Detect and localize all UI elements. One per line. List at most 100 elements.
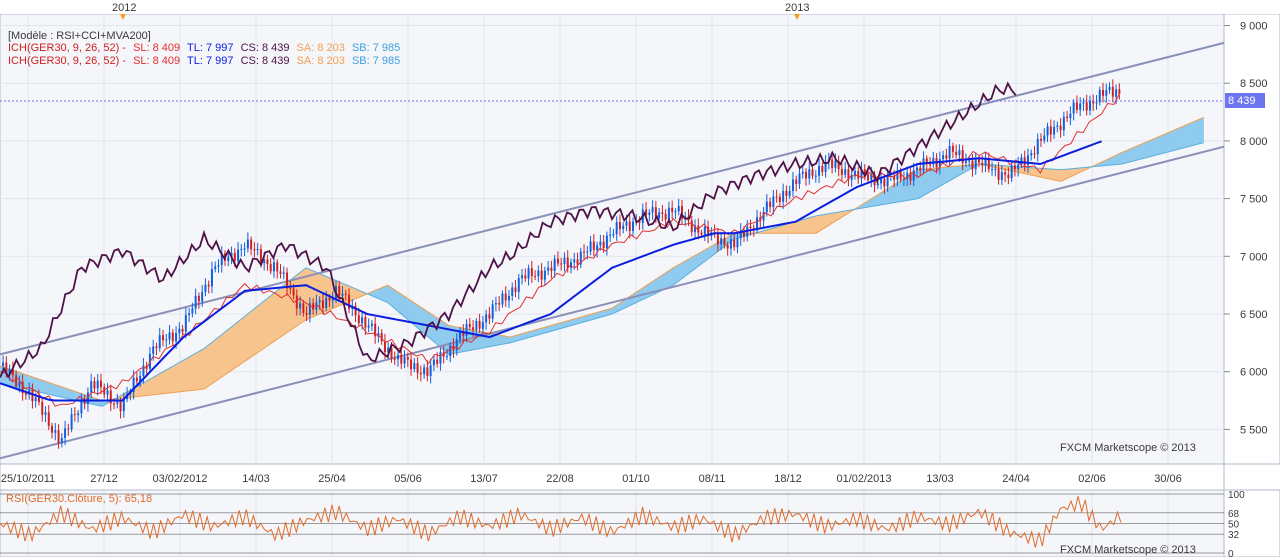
year-marker-2012: 2012	[112, 2, 136, 14]
year-marker-2013: 2013	[785, 2, 809, 14]
candle-up	[1000, 172, 1003, 180]
y-tick-label: 5 500	[1240, 424, 1268, 436]
cloud-segment	[810, 215, 817, 234]
candle-down	[51, 425, 54, 433]
cloud-segment	[1152, 136, 1158, 157]
candle-up	[1010, 165, 1013, 179]
cloud-segment	[264, 295, 271, 349]
candle-down	[726, 244, 729, 249]
candle-down	[416, 363, 419, 373]
candle-up	[60, 437, 63, 444]
x-tick-label: 30/06	[1154, 473, 1182, 485]
candle-up	[553, 258, 556, 272]
candle-down	[266, 259, 269, 265]
candle-down	[1033, 153, 1036, 155]
candle-up	[367, 325, 370, 328]
candle-down	[269, 264, 272, 272]
cloud-segment	[290, 275, 297, 331]
candle-up	[932, 157, 935, 165]
candle-down	[113, 403, 116, 405]
candle-up	[70, 414, 73, 430]
candle-up	[1046, 126, 1049, 136]
candle-up	[439, 352, 442, 364]
x-tick-label: 27/12	[90, 473, 118, 485]
x-tick-label: 22/08	[546, 473, 574, 485]
candle-up	[308, 303, 311, 315]
candle-down	[344, 293, 347, 295]
candle-up	[586, 251, 589, 253]
candle-up	[569, 262, 572, 269]
candle-down	[1066, 116, 1069, 119]
candle-up	[86, 392, 89, 405]
candle-down	[436, 359, 439, 364]
candle-up	[579, 251, 582, 265]
ich-sb: SB: 7 985	[351, 42, 401, 54]
ich-sb: SB: 7 985	[351, 55, 401, 67]
channel-line-upper	[0, 41, 1225, 356]
candle-up	[77, 413, 80, 416]
date-axis	[0, 463, 1225, 491]
candle-up	[589, 241, 592, 252]
candle-up	[648, 212, 651, 216]
rsi-axis	[1223, 489, 1280, 557]
candle-down	[410, 359, 413, 370]
candle-up	[80, 400, 83, 414]
candle-up	[622, 225, 625, 230]
model-label: [Modèle : RSI+CCI+MVA200]	[8, 30, 151, 42]
candle-down	[592, 241, 595, 251]
cloud-segment	[927, 167, 934, 194]
candle-down	[795, 179, 798, 184]
candle-up	[34, 397, 37, 402]
candle-down	[119, 401, 122, 412]
candle-down	[566, 257, 569, 269]
cloud-segment	[178, 359, 184, 393]
candle-up	[609, 234, 612, 236]
candle-down	[638, 221, 641, 223]
candle-down	[279, 271, 282, 274]
candle-up	[896, 170, 899, 180]
candle-down	[41, 402, 44, 415]
candle-down	[468, 323, 471, 328]
candle-up	[429, 365, 432, 376]
cloud-edge-sb	[0, 142, 1204, 407]
candle-down	[1049, 126, 1052, 135]
candle-down	[135, 377, 138, 382]
candle-up	[853, 171, 856, 176]
candle-up	[511, 287, 514, 296]
candle-up	[243, 248, 246, 250]
candle-down	[899, 170, 902, 180]
candle-up	[341, 293, 344, 296]
candle-down	[690, 220, 693, 233]
ich-sa: SA: 8 203	[296, 55, 345, 67]
candle-down	[1102, 89, 1105, 96]
candle-up	[1072, 102, 1075, 114]
cloud-segment	[224, 327, 230, 376]
candle-down	[749, 226, 752, 229]
cloud-segment	[280, 283, 286, 338]
y-tick-label: 8 500	[1240, 78, 1268, 90]
candle-down	[11, 368, 14, 376]
candle-up	[397, 354, 400, 360]
candle-up	[459, 331, 462, 340]
candle-down	[742, 230, 745, 237]
rsi-tick-label: 68	[1228, 509, 1240, 520]
candle-up	[880, 178, 883, 184]
candle-up	[1043, 135, 1046, 141]
candle-up	[942, 155, 945, 160]
candle-up	[1105, 89, 1108, 96]
candle-down	[733, 239, 736, 248]
cloud-segment	[1055, 169, 1062, 182]
candle-up	[318, 300, 321, 303]
candle-up	[948, 146, 951, 159]
candle-up	[282, 272, 285, 274]
x-tick-label: 01/02/2013	[836, 473, 891, 485]
candle-down	[628, 221, 631, 231]
candle-up	[902, 178, 905, 180]
candle-down	[472, 327, 475, 330]
cloud-segment	[229, 323, 235, 373]
cloud-segment	[234, 319, 240, 369]
candle-down	[357, 315, 360, 324]
candle-down	[1075, 102, 1078, 110]
candle-down	[1092, 100, 1095, 104]
candle-down	[207, 284, 210, 287]
